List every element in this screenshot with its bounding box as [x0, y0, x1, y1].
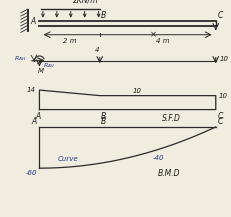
- Text: 14: 14: [27, 87, 36, 93]
- Text: B: B: [100, 112, 106, 121]
- Text: C: C: [217, 117, 222, 126]
- Text: 4 m: 4 m: [155, 38, 168, 44]
- Text: $\times$: $\times$: [149, 30, 156, 39]
- Text: $R_{AV}$: $R_{AV}$: [43, 61, 55, 70]
- Text: -60: -60: [25, 170, 37, 176]
- Text: Curve: Curve: [58, 156, 78, 163]
- Text: 2KN/m: 2KN/m: [73, 0, 98, 5]
- Text: A: A: [30, 17, 36, 26]
- Text: A: A: [36, 112, 41, 121]
- Text: 10: 10: [218, 93, 227, 99]
- Text: C: C: [217, 11, 222, 20]
- Text: 2 m: 2 m: [63, 38, 76, 44]
- Text: B: B: [100, 117, 106, 126]
- Text: 10: 10: [218, 56, 227, 62]
- Text: 4: 4: [95, 47, 99, 53]
- Text: -40: -40: [152, 155, 164, 161]
- Text: S.F.D: S.F.D: [161, 114, 180, 123]
- Text: M: M: [38, 68, 44, 74]
- Text: $R_{AH}$: $R_{AH}$: [14, 54, 27, 64]
- Text: B: B: [100, 11, 106, 20]
- Text: 10: 10: [132, 88, 141, 94]
- Text: A: A: [32, 117, 37, 126]
- Text: C: C: [217, 112, 222, 121]
- Text: B.M.D: B.M.D: [158, 169, 180, 178]
